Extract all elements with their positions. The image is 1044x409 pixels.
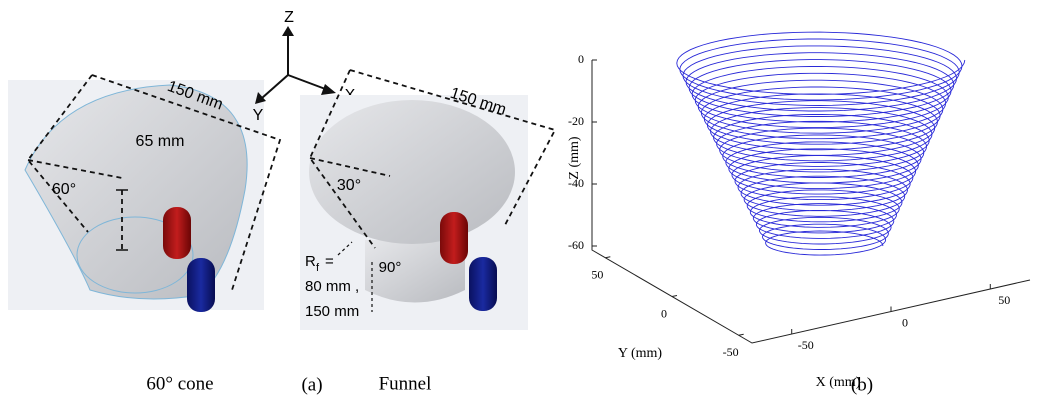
funnel-render: 150 mm 30° R f = 80 mm , 150 mm 90° Funn… (300, 70, 555, 394)
y-tick-label: 50 (591, 268, 603, 282)
figure: 150 mm 65 mm 60° 60° cone Z X Y 150 mm 3… (0, 0, 1044, 409)
z-axis-label: Z (mm) (567, 136, 582, 179)
radius-symbol: R (305, 253, 316, 270)
panel-label: (b) (851, 374, 873, 395)
blue-cylinder (187, 258, 215, 312)
cone-angle-label: 60° (52, 181, 76, 198)
axis-triad (255, 26, 336, 104)
y-tick-label: -50 (723, 345, 739, 359)
red-cylinder (440, 212, 468, 264)
x-tick-label: 0 (902, 315, 908, 329)
radius-value-1: 80 mm , (305, 278, 359, 295)
y-tick (739, 334, 744, 335)
spiral-toolpath (677, 32, 965, 255)
spiral-plot: Z (mm) Y (mm) X (mm) 0-20-40-60500-50-50… (567, 32, 1030, 390)
red-cylinder (163, 207, 191, 259)
funnel-caption: Funnel (379, 373, 432, 394)
z-tick-label: 0 (578, 52, 584, 66)
x-tick-label: -50 (798, 338, 814, 352)
z-tick-label: -40 (568, 176, 584, 190)
z-tick-label: -20 (568, 114, 584, 128)
x-tick-label: 50 (998, 293, 1010, 307)
axis-y-label: Y (253, 107, 264, 124)
blue-cylinder (469, 257, 497, 311)
radius-equals: = (325, 253, 334, 270)
y-tick-label: 0 (661, 306, 667, 320)
cone-depth-label: 65 mm (136, 133, 185, 150)
z-tick-label: -60 (568, 238, 584, 252)
axis-z-label: Z (284, 9, 294, 26)
cone-caption: 60° cone (146, 373, 213, 394)
panel-label: (a) (301, 374, 322, 395)
y-axis-label: Y (mm) (618, 346, 663, 361)
y-tick (605, 257, 610, 258)
neck-angle-label: 90° (379, 259, 402, 276)
funnel-angle-label: 30° (337, 177, 361, 194)
cone-render: 150 mm 65 mm 60° 60° cone (8, 75, 280, 394)
y-tick (672, 296, 677, 297)
radius-value-2: 150 mm (305, 303, 359, 320)
funnel-top (309, 100, 515, 244)
plot-axes (592, 60, 1030, 343)
